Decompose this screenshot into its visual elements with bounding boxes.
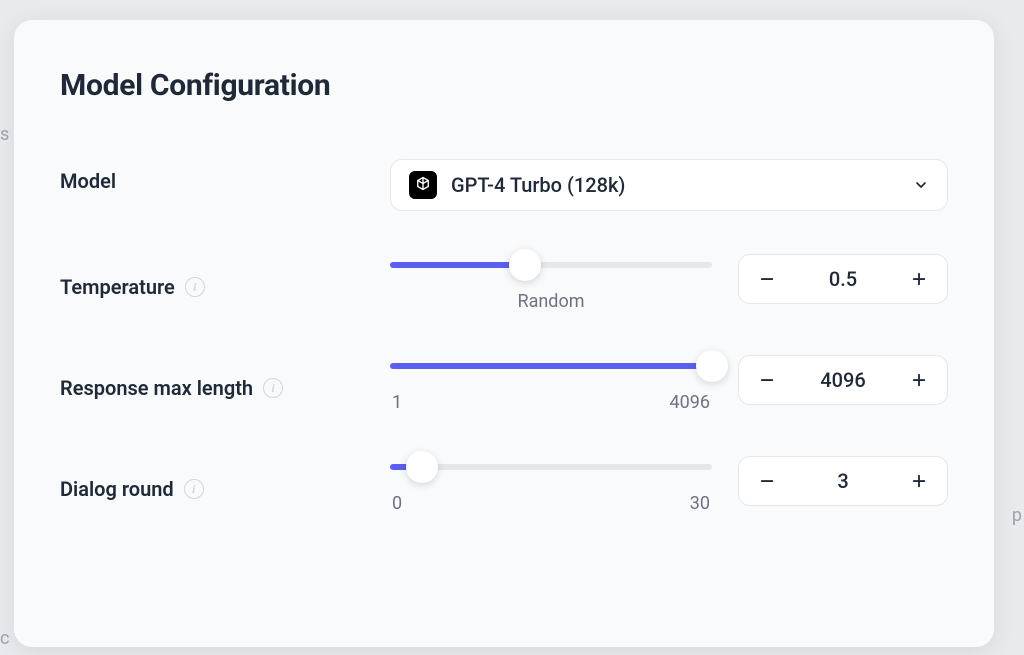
- backdrop-glyph: c: [0, 628, 9, 649]
- max-length-label: Response max length: [60, 376, 253, 400]
- min-label: 0: [392, 493, 402, 514]
- slider-track: [390, 262, 712, 268]
- temperature-stepper: 0.5: [738, 254, 948, 304]
- info-icon[interactable]: i: [185, 277, 205, 297]
- max-length-slider[interactable]: [390, 346, 712, 386]
- dialog-round-value: 3: [795, 469, 891, 493]
- max-length-stepper: 4096: [738, 355, 948, 405]
- temperature-label-wrap: Temperature i: [60, 245, 390, 299]
- info-icon[interactable]: i: [184, 479, 204, 499]
- temperature-slider[interactable]: [390, 245, 712, 285]
- temperature-slider-wrap: Random: [390, 245, 712, 312]
- panel-title: Model Configuration: [60, 68, 948, 103]
- info-icon[interactable]: i: [263, 378, 283, 398]
- min-label: 1: [392, 392, 402, 413]
- slider-thumb[interactable]: [406, 451, 438, 483]
- chevron-down-icon: [913, 177, 929, 193]
- slider-fill: [390, 262, 525, 268]
- decrement-button[interactable]: [739, 255, 795, 303]
- max-length-range-labels: 1 4096: [390, 392, 712, 413]
- slider-thumb[interactable]: [696, 350, 728, 382]
- dialog-round-row: Dialog round i 0 30 3: [60, 447, 948, 514]
- decrement-button[interactable]: [739, 457, 795, 505]
- max-length-slider-wrap: 1 4096: [390, 346, 712, 413]
- temperature-value: 0.5: [795, 267, 891, 291]
- temperature-row: Temperature i Random 0.5: [60, 245, 948, 312]
- dialog-round-label: Dialog round: [60, 477, 174, 501]
- temperature-center-label: Random: [390, 291, 712, 312]
- dialog-round-stepper: 3: [738, 456, 948, 506]
- model-control: GPT-4 Turbo (128k): [390, 159, 948, 211]
- backdrop-glyph: p: [1012, 505, 1022, 526]
- dialog-round-label-wrap: Dialog round i: [60, 447, 390, 501]
- model-label-wrap: Model: [60, 159, 390, 193]
- temperature-label: Temperature: [60, 275, 175, 299]
- model-label: Model: [60, 169, 116, 193]
- increment-button[interactable]: [891, 255, 947, 303]
- max-length-control: 1 4096 4096: [390, 346, 948, 413]
- slider-thumb[interactable]: [509, 249, 541, 281]
- dialog-round-range-labels: 0 30: [390, 493, 712, 514]
- increment-button[interactable]: [891, 457, 947, 505]
- decrement-button[interactable]: [739, 356, 795, 404]
- slider-fill: [390, 363, 712, 369]
- dialog-round-slider-wrap: 0 30: [390, 447, 712, 514]
- dialog-round-control: 0 30 3: [390, 447, 948, 514]
- max-label: 4096: [670, 392, 710, 413]
- temperature-control: Random 0.5: [390, 245, 948, 312]
- slider-track: [390, 464, 712, 470]
- max-label: 30: [690, 493, 710, 514]
- model-dropdown[interactable]: GPT-4 Turbo (128k): [390, 159, 948, 211]
- model-row: Model GPT-4 Turbo (128k): [60, 159, 948, 211]
- model-config-panel: Model Configuration Model GPT-4 Turbo (1…: [14, 20, 994, 647]
- model-selected-text: GPT-4 Turbo (128k): [451, 173, 899, 197]
- max-length-label-wrap: Response max length i: [60, 346, 390, 400]
- max-length-value: 4096: [795, 368, 891, 392]
- dialog-round-slider[interactable]: [390, 447, 712, 487]
- openai-icon: [409, 171, 437, 199]
- increment-button[interactable]: [891, 356, 947, 404]
- slider-track: [390, 363, 712, 369]
- backdrop-glyph: s: [0, 124, 9, 145]
- max-length-row: Response max length i 1 4096: [60, 346, 948, 413]
